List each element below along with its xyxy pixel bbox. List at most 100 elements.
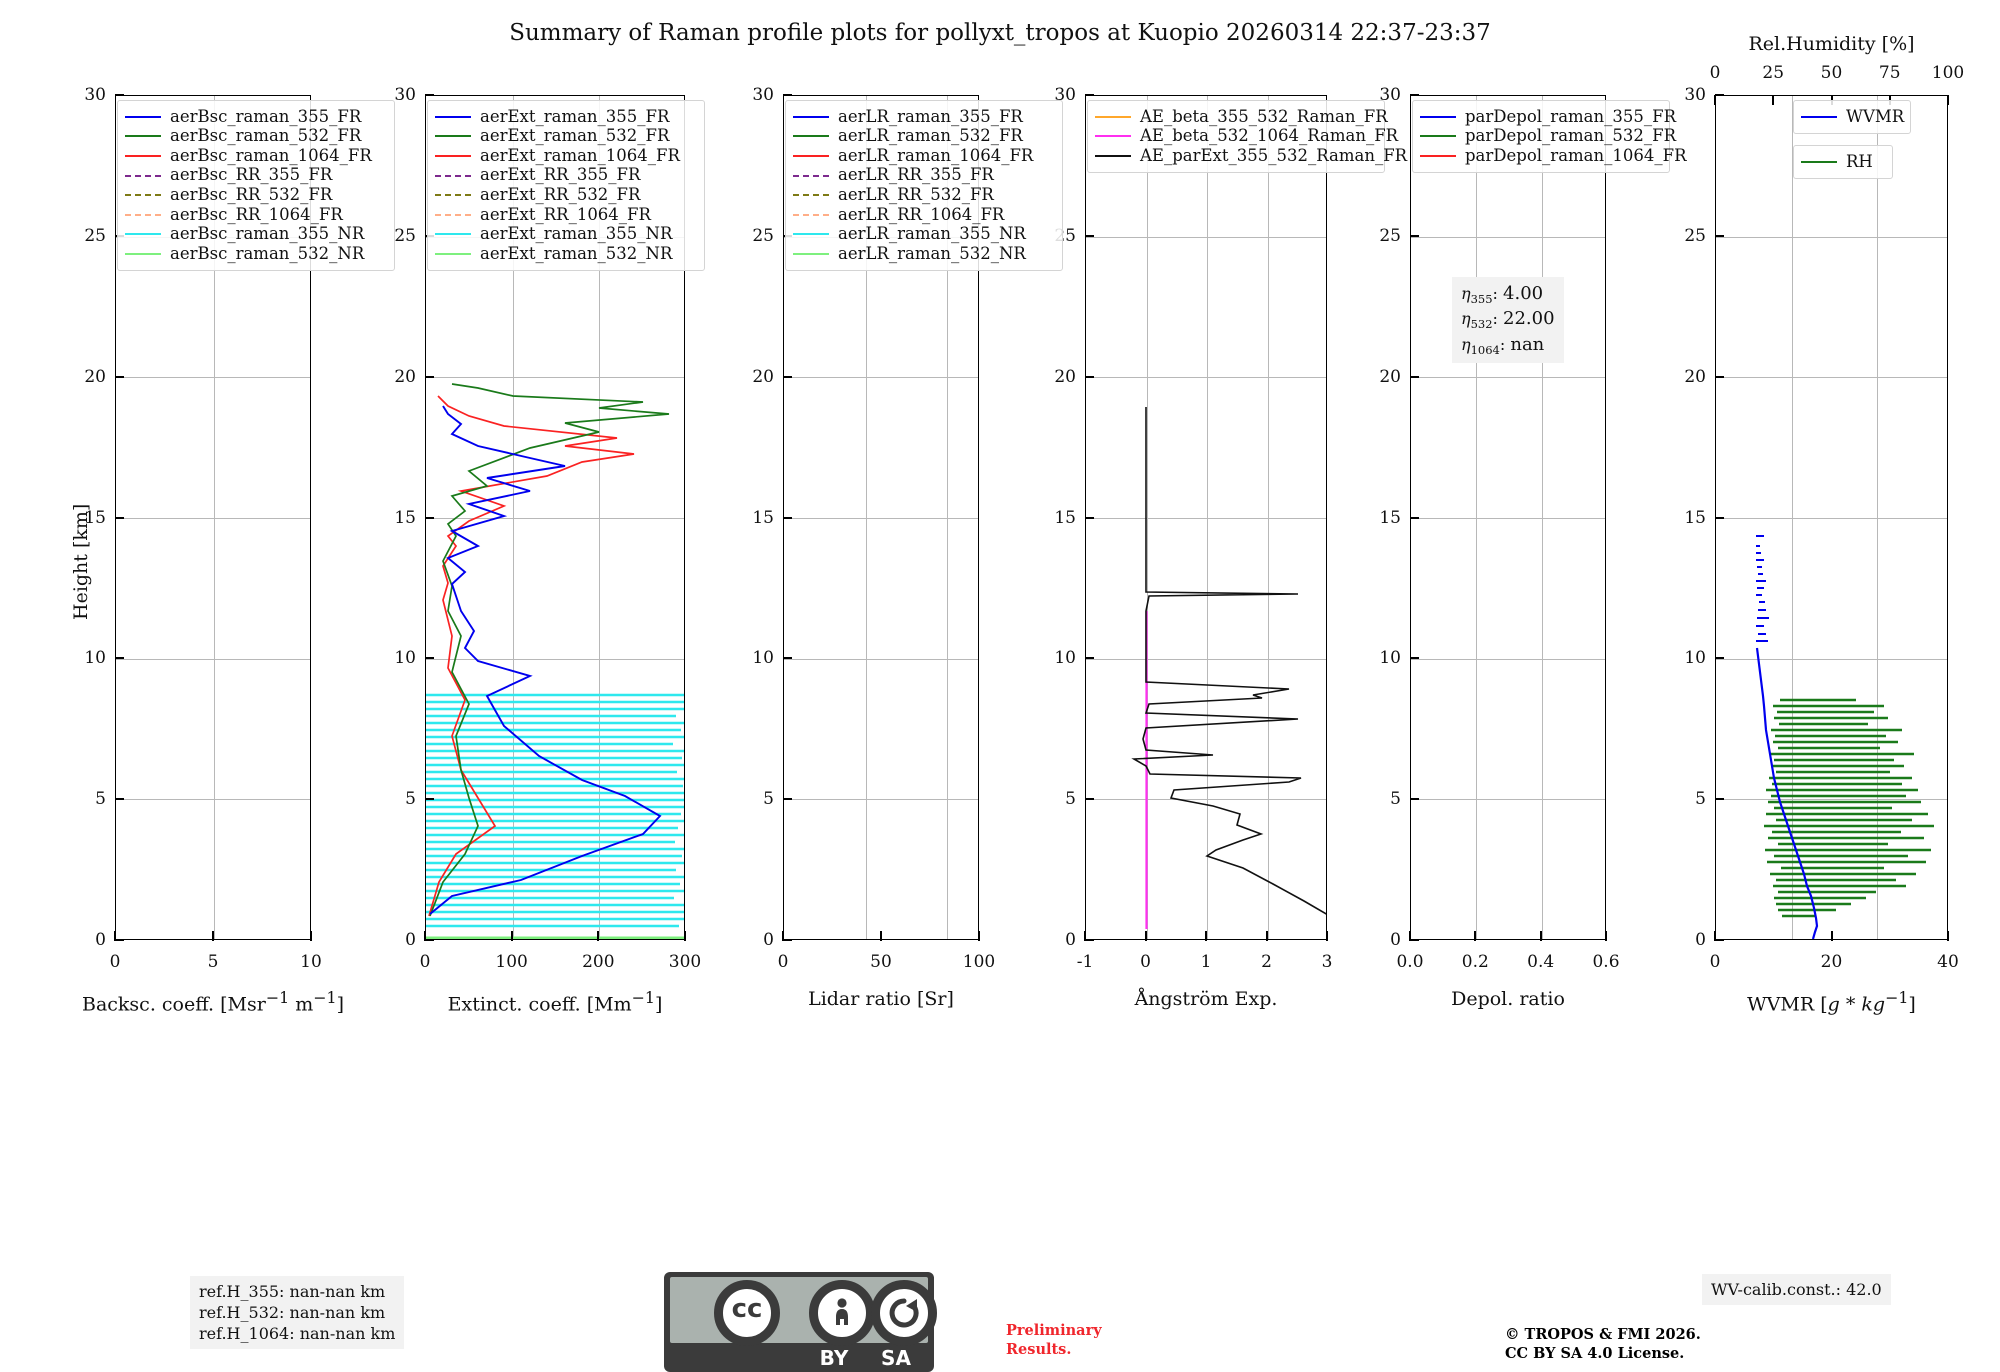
legend-lidar-ratio[interactable]: aerLR_raman_355_FR aerLR_raman_532_FR aerL…: [785, 100, 1063, 271]
legend-extinction[interactable]: aerExt_raman_355_FR aerExt_raman_532_FR ae…: [427, 100, 705, 271]
y-tick-mark: [783, 375, 792, 378]
gridline: [1792, 96, 1793, 939]
y-tick-mark: [425, 375, 434, 378]
legend-item[interactable]: aerExt_raman_1064_FR: [435, 146, 696, 166]
x-tick-mark: [1205, 931, 1207, 941]
legend-item[interactable]: aerLR_raman_532_FR: [793, 127, 1054, 147]
y-tick-mark: [1715, 798, 1724, 801]
legend-item[interactable]: aerLR_raman_532_NR: [793, 244, 1054, 264]
y-tick-mark: [1085, 234, 1094, 237]
legend-item[interactable]: AE_beta_532_1064_Raman_FR: [1095, 127, 1398, 147]
series-aerExt-raman-355-NR: [426, 693, 684, 928]
legend-item-label: aerLR_RR_1064_FR: [838, 204, 1005, 224]
legend-rh[interactable]: RH: [1793, 145, 1893, 179]
legend-item[interactable]: aerBsc_raman_532_FR: [125, 127, 386, 147]
top-tick-label-0: 0: [1709, 63, 1721, 83]
legend-item[interactable]: RH: [1801, 152, 1884, 172]
y-tick-mark: [783, 798, 792, 801]
legend-item[interactable]: aerLR_RR_1064_FR: [793, 205, 1054, 225]
y-tick-label-20: 20: [1684, 366, 1706, 387]
legend-item[interactable]: aerExt_RR_355_FR: [435, 166, 696, 186]
legend-backscatter[interactable]: aerBsc_raman_355_FR aerBsc_raman_532_FR ae…: [117, 100, 395, 271]
legend-item[interactable]: aerLR_raman_355_NR: [793, 225, 1054, 245]
eta-355-row: η355: 4.00: [1461, 283, 1544, 307]
gridline: [865, 96, 867, 939]
legend-item[interactable]: aerExt_raman_355_NR: [435, 225, 696, 245]
x-tick-mark: [1605, 931, 1607, 941]
legend-item[interactable]: aerBsc_raman_532_NR: [125, 244, 386, 264]
legend-item[interactable]: parDepol_raman_532_FR: [1420, 127, 1676, 147]
x-tick-mark: [1474, 931, 1477, 941]
legend-item-label: RH: [1846, 151, 1873, 171]
legend-item[interactable]: aerExt_raman_532_FR: [435, 127, 696, 147]
x-tick-label-depolarization-1: 0.2: [1461, 952, 1489, 972]
legend-item[interactable]: aerBsc_RR_355_FR: [125, 166, 386, 186]
y-tick-mark: [1410, 375, 1419, 378]
legend-color-swatch: [793, 194, 829, 197]
legend-item[interactable]: aerLR_raman_355_FR: [793, 107, 1054, 127]
eta-532-row: η532: 22.00: [1461, 308, 1555, 332]
legend-item[interactable]: aerLR_raman_1064_FR: [793, 146, 1054, 166]
legend-color-swatch: [1095, 115, 1131, 118]
x-tick-label-backscatter-2: 10: [300, 952, 322, 972]
legend-color-swatch: [793, 213, 829, 216]
gridline: [1876, 96, 1878, 939]
y-tick-mark: [1410, 798, 1419, 801]
gridline: [1086, 518, 1326, 519]
y-tick-mark: [783, 516, 792, 519]
series-RH: [1764, 698, 1934, 918]
legend-item[interactable]: aerLR_RR_355_FR: [793, 166, 1054, 186]
x-tick-mark: [212, 931, 214, 941]
legend-item[interactable]: parDepol_raman_1064_FR: [1420, 146, 1687, 166]
gridline: [1086, 658, 1326, 660]
series-aerExt-raman-355-FR: [429, 405, 662, 915]
x-tick-label-extinction-1: 100: [495, 952, 528, 972]
legend-item-label: parDepol_raman_532_FR: [1465, 126, 1677, 146]
legend-item[interactable]: AE_parExt_355_532_Raman_FR: [1095, 146, 1407, 166]
legend-item[interactable]: aerBsc_raman_355_NR: [125, 225, 386, 245]
y-tick-label-15: 15: [752, 507, 774, 528]
y-tick-mark: [1715, 939, 1724, 941]
legend-item[interactable]: WVMR: [1801, 107, 1904, 127]
gridline: [1716, 658, 1947, 660]
legend-depolarization[interactable]: parDepol_raman_355_FR parDepol_raman_532_…: [1412, 100, 1687, 173]
legend-wvmr[interactable]: WVMR: [1793, 100, 1911, 134]
axes-depolarization: [1410, 95, 1606, 940]
top-axis-label-wvmr: Rel.Humidity [%]: [1748, 33, 1915, 55]
legend-item-label: aerBsc_raman_532_NR: [170, 243, 365, 263]
series-AE-parExt-355-532-Raman-FR: [1131, 407, 1326, 915]
x-tick-label-angstrom-1: 0: [1140, 952, 1151, 972]
x-tick-mark: [114, 931, 116, 941]
y-tick-label-0: 0: [95, 930, 106, 950]
legend-color-swatch: [125, 194, 161, 197]
x-tick-mark: [1714, 931, 1716, 941]
legend-item[interactable]: aerBsc_RR_532_FR: [125, 185, 386, 205]
legend-item[interactable]: aerBsc_raman_1064_FR: [125, 146, 386, 166]
gridline: [784, 799, 978, 801]
top-tick-label-1: 25: [1762, 63, 1785, 83]
legend-item[interactable]: aerExt_raman_532_NR: [435, 244, 696, 264]
legend-item[interactable]: aerExt_raman_355_FR: [435, 107, 696, 127]
x-axis-label-lidar-ratio: Lidar ratio [Sr]: [808, 988, 954, 1010]
legend-item-label: aerExt_raman_532_NR: [480, 243, 673, 263]
y-tick-label-20: 20: [84, 366, 106, 387]
legend-color-swatch: [793, 115, 829, 118]
legend-item[interactable]: AE_beta_355_532_Raman_FR: [1095, 107, 1388, 127]
legend-item[interactable]: parDepol_raman_355_FR: [1420, 107, 1676, 127]
legend-item[interactable]: aerBsc_RR_1064_FR: [125, 205, 386, 225]
legend-item[interactable]: aerBsc_raman_355_FR: [125, 107, 386, 127]
gridline: [1086, 236, 1326, 238]
gridline: [1146, 96, 1148, 939]
y-tick-label-0: 0: [763, 930, 774, 950]
ref-h-1064: ref.H_1064: nan-nan km: [199, 1324, 396, 1344]
legend-item[interactable]: aerExt_RR_532_FR: [435, 185, 696, 205]
legend-angstrom[interactable]: AE_beta_355_532_Raman_FR AE_beta_532_1064…: [1087, 100, 1407, 173]
y-tick-label-30: 30: [1379, 85, 1401, 105]
y-tick-label-25: 25: [1684, 225, 1706, 246]
eta-calibration-box: η355: 4.00 η532: 22.00 η1064: nan: [1452, 277, 1564, 364]
legend-item-label: aerLR_RR_532_FR: [838, 184, 994, 204]
legend-item[interactable]: aerExt_RR_1064_FR: [435, 205, 696, 225]
legend-item[interactable]: aerLR_RR_532_FR: [793, 185, 1054, 205]
x-tick-label-angstrom-2: 1: [1200, 952, 1212, 972]
y-tick-label-20: 20: [1379, 366, 1401, 387]
